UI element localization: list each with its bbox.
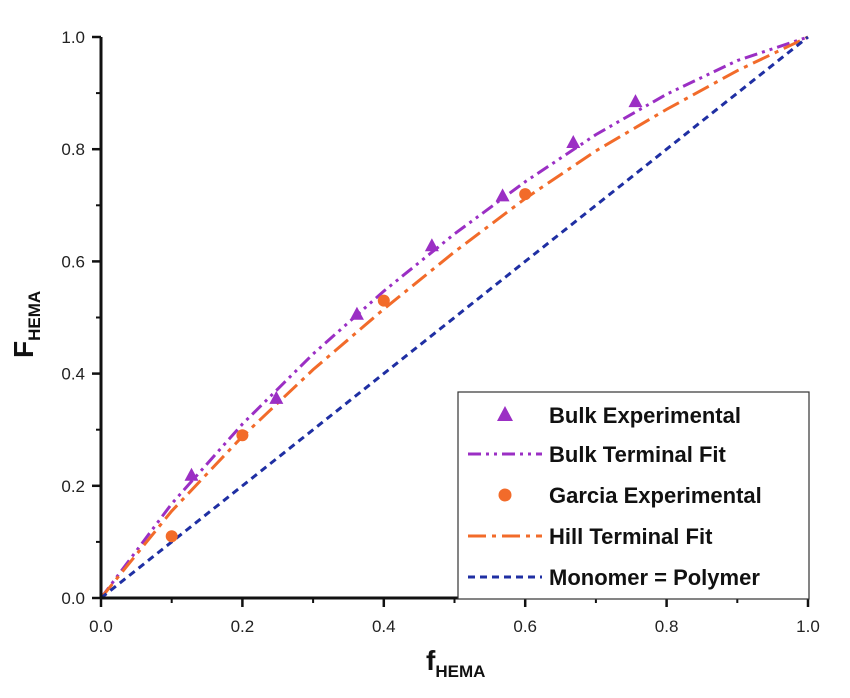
legend-label: Bulk Terminal Fit: [549, 442, 727, 467]
x-tick-label: 1.0: [796, 617, 820, 636]
legend-box: [457, 391, 810, 600]
x-tick-label: 0.2: [231, 617, 255, 636]
series-line-4: [100, 35, 809, 600]
y-axis-title: FHEMA: [8, 291, 44, 358]
data-point-circle: [165, 530, 178, 543]
axes: 0.0 0.2 0.4 0.6 0.8 1.0 0.0 0.2 0.4 0.6 0.8 1.0: [61, 28, 819, 636]
x-tick-label: 0.4: [372, 617, 396, 636]
y-tick-label: 1.0: [61, 28, 85, 47]
series-line-1: [99, 35, 809, 599]
y-tick-label: 0.0: [61, 589, 85, 608]
x-tick-label: 0.8: [655, 617, 679, 636]
legend-label: Hill Terminal Fit: [549, 524, 713, 549]
data-point-triangle: [628, 94, 643, 108]
data-point-triangle: [566, 135, 581, 149]
plot-area: [99, 35, 809, 600]
legend: Bulk Experimental Bulk Terminal Fit Garcia…: [457, 391, 810, 600]
legend-triangle-icon: [497, 406, 513, 421]
x-axis-title: fHEMA: [426, 645, 485, 681]
data-point-triangle: [269, 390, 284, 404]
legend-label: Monomer = Polymer: [549, 565, 760, 590]
y-tick-label: 0.8: [61, 140, 85, 159]
legend-label: Bulk Experimental: [549, 403, 741, 428]
legend-label: Garcia Experimental: [549, 483, 762, 508]
data-point-circle: [236, 429, 249, 442]
legend-circle-icon: [498, 488, 512, 502]
x-tick-label: 0.6: [513, 617, 537, 636]
data-point-triangle: [349, 306, 364, 320]
y-tick-label: 0.2: [61, 477, 85, 496]
data-point-triangle: [184, 467, 199, 481]
data-point-triangle: [424, 238, 439, 252]
data-point-circle: [377, 294, 390, 307]
data-point-circle: [519, 188, 532, 201]
x-tick-label: 0.0: [89, 617, 113, 636]
series-line-3: [99, 35, 809, 599]
data-point-triangle: [495, 188, 510, 202]
y-tick-label: 0.4: [61, 365, 85, 384]
y-tick-label: 0.6: [61, 252, 85, 271]
